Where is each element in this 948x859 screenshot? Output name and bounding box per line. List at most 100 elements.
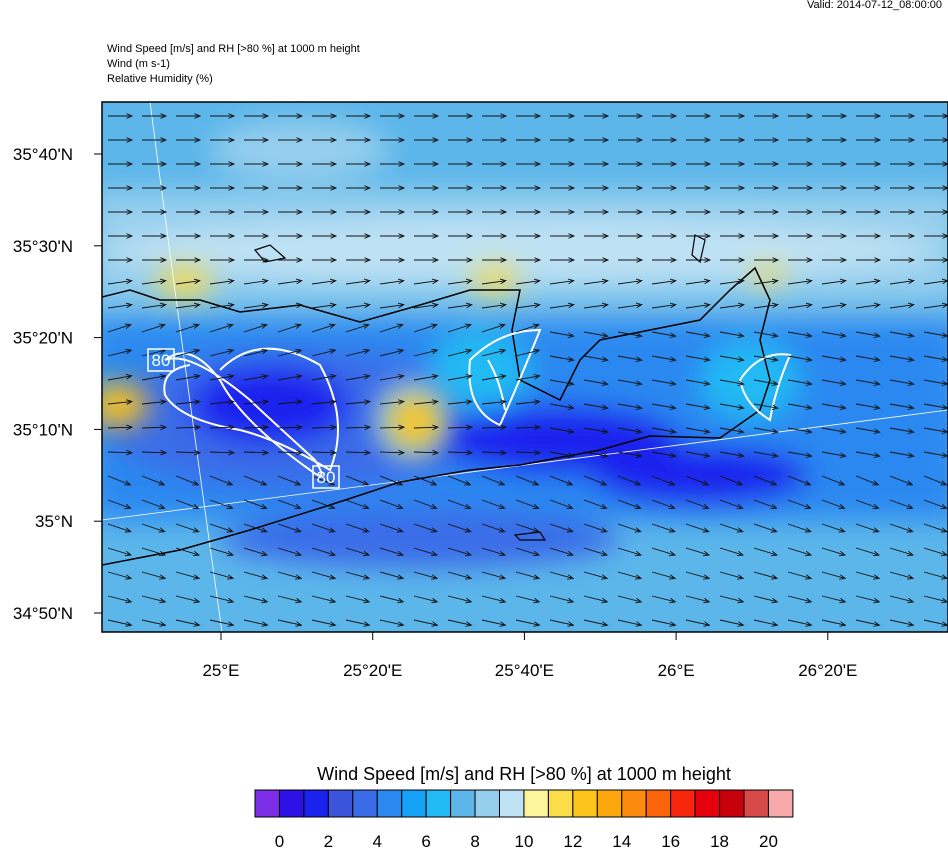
wind-arrow xyxy=(856,161,882,167)
wind-arrow xyxy=(584,185,610,191)
wind-arrow xyxy=(277,278,303,285)
wind-arrow xyxy=(720,233,746,239)
wind-arrow xyxy=(413,374,439,381)
wind-arrow xyxy=(583,355,609,362)
wind-arrow xyxy=(380,113,406,119)
wind-arrow xyxy=(244,233,270,239)
wind-arrow xyxy=(652,233,678,239)
title-line: Wind Speed [m/s] and RH [>80 %] at 1000 … xyxy=(107,43,360,55)
wind-arrow xyxy=(311,571,337,580)
wind-arrow xyxy=(380,185,406,191)
wind-arrow xyxy=(107,499,132,509)
wind-arrow xyxy=(685,619,711,627)
contour-label: 80 xyxy=(317,468,336,487)
wind-arrow xyxy=(753,547,779,557)
wind-arrow xyxy=(583,278,609,285)
wind-arrow xyxy=(312,209,338,215)
wind-arrow xyxy=(346,185,372,191)
colorbar-box xyxy=(499,789,525,818)
wind-arrow xyxy=(617,547,643,557)
wind-arrow xyxy=(243,595,269,604)
wind-arrow xyxy=(141,399,168,405)
colorbar-label: 12 xyxy=(563,832,582,851)
wind-arrow xyxy=(413,323,438,333)
wind-arrow xyxy=(413,619,439,627)
wind-arrow xyxy=(413,571,439,580)
wind-arrow xyxy=(617,499,642,509)
wind-arrow xyxy=(413,499,438,509)
wind-arrow xyxy=(685,451,711,458)
wind-arrow xyxy=(175,499,200,509)
wind-arrow xyxy=(447,523,472,533)
wind-arrow xyxy=(788,161,814,167)
wind-arrow xyxy=(311,547,337,557)
wind-arrow xyxy=(209,475,234,486)
wind-arrow xyxy=(822,233,848,239)
wind-arrow xyxy=(107,547,133,557)
wind-arrow xyxy=(345,619,371,627)
wind-arrow xyxy=(277,595,303,604)
wind-arrow xyxy=(719,355,745,362)
wind-arrow xyxy=(175,302,201,309)
wind-arrow xyxy=(345,399,372,405)
contour-label: 80 xyxy=(152,351,171,370)
wind-arrow xyxy=(413,523,438,533)
wind-arrow xyxy=(175,619,201,627)
wind-arrow xyxy=(788,137,814,143)
wind-arrow xyxy=(685,331,711,338)
wind-arrow xyxy=(277,399,304,405)
wind-arrow xyxy=(515,323,540,333)
wind-arrow xyxy=(209,499,234,509)
wind-arrow xyxy=(686,233,712,239)
wind-arrow xyxy=(821,379,847,386)
wind-arrow xyxy=(855,619,881,627)
wind-arrow xyxy=(788,185,814,191)
wind-arrow xyxy=(720,161,746,167)
wind-arrow xyxy=(549,278,575,285)
wind-arrow xyxy=(210,161,236,167)
wind-arrow xyxy=(719,379,745,386)
wind-arrow xyxy=(278,209,304,215)
wind-arrow xyxy=(685,427,711,434)
wind-arrow xyxy=(753,523,778,533)
wind-arrow xyxy=(889,499,914,509)
title-line: Wind (m s-1) xyxy=(107,58,170,70)
wind-arrow xyxy=(414,113,440,119)
wind-arrow xyxy=(685,523,710,533)
colorbar-label: 20 xyxy=(759,832,778,851)
wind-arrow xyxy=(583,523,608,533)
wind-arrow xyxy=(618,209,644,215)
wind-arrow xyxy=(209,595,235,604)
wind-arrow xyxy=(719,499,744,509)
wind-arrow xyxy=(515,449,542,456)
wind-arrow xyxy=(176,209,202,215)
wind-arrow xyxy=(380,137,406,143)
wind-arrow xyxy=(346,113,372,119)
wind-arrow xyxy=(584,257,610,263)
wind-arrow xyxy=(210,257,236,263)
wind-arrow xyxy=(277,302,303,309)
wind-arrow xyxy=(243,348,269,357)
wind-arrow xyxy=(210,209,236,215)
wind-arrow xyxy=(277,475,302,486)
wind-arrow xyxy=(923,499,948,509)
wind-arrow xyxy=(243,475,268,486)
wind-arrow xyxy=(175,348,201,357)
wind-arrow xyxy=(516,233,542,239)
wind-arrow xyxy=(244,113,270,119)
wind-arrow xyxy=(209,302,235,309)
wind-arrow xyxy=(413,302,439,309)
wind-arrow xyxy=(821,499,846,509)
wind-arrow xyxy=(448,257,474,263)
wind-arrow xyxy=(345,499,370,509)
wind-arrow xyxy=(583,427,609,434)
colorbar-box xyxy=(547,789,574,818)
wind-arrow xyxy=(142,185,168,191)
wind-arrow xyxy=(311,424,338,431)
wind-arrow xyxy=(889,355,915,362)
wind-arrow xyxy=(923,475,948,486)
wind-arrow xyxy=(753,427,779,434)
valid-time: Valid: 2014-07-12_08:00:00 xyxy=(807,0,942,11)
wind-arrow xyxy=(141,323,166,333)
wind-arrow xyxy=(617,278,643,285)
